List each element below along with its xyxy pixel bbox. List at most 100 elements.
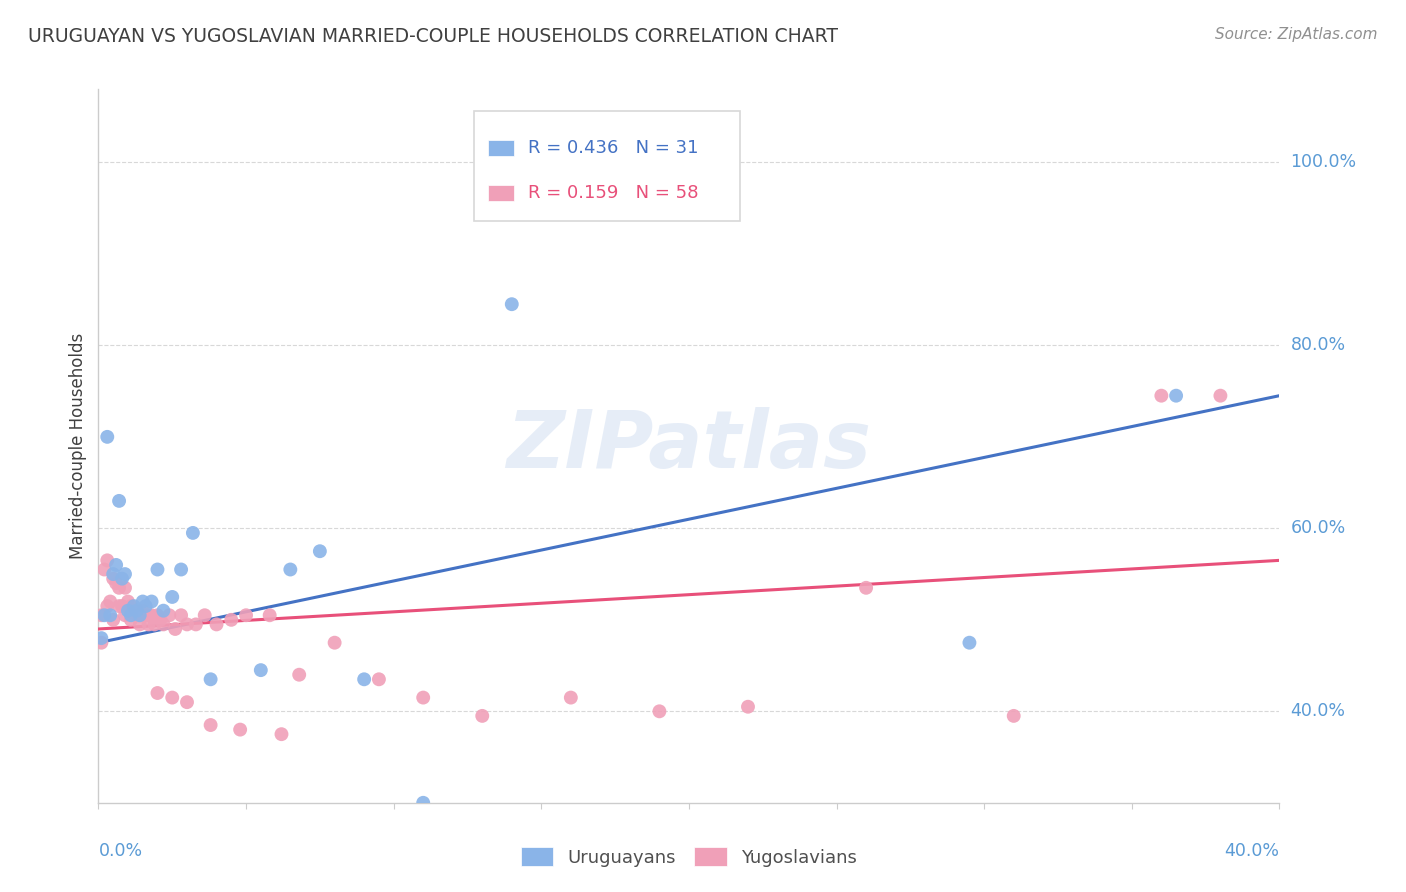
Point bbox=[122, 604, 145, 618]
Point bbox=[143, 617, 166, 632]
Point bbox=[105, 576, 128, 591]
Point bbox=[108, 599, 131, 613]
Point bbox=[146, 608, 169, 623]
Point bbox=[270, 727, 292, 741]
Point bbox=[135, 599, 157, 613]
Point bbox=[90, 631, 112, 645]
Point bbox=[138, 617, 160, 632]
Point bbox=[368, 673, 391, 687]
Point bbox=[98, 608, 121, 623]
Point bbox=[108, 494, 131, 508]
Text: R = 0.436   N = 31: R = 0.436 N = 31 bbox=[529, 139, 699, 157]
Point bbox=[122, 599, 145, 613]
Point bbox=[114, 581, 136, 595]
Point bbox=[125, 608, 148, 623]
Text: 60.0%: 60.0% bbox=[1291, 519, 1346, 537]
Point bbox=[412, 796, 434, 810]
Point bbox=[152, 604, 174, 618]
Point bbox=[278, 562, 302, 576]
Point bbox=[128, 608, 150, 623]
Point bbox=[170, 608, 193, 623]
Point bbox=[1209, 389, 1232, 403]
Legend: Uruguayans, Yugoslavians: Uruguayans, Yugoslavians bbox=[512, 838, 866, 876]
Text: 100.0%: 100.0% bbox=[1291, 153, 1357, 171]
Point bbox=[200, 673, 222, 687]
Text: 40.0%: 40.0% bbox=[1225, 842, 1279, 860]
Point bbox=[96, 430, 118, 444]
Point bbox=[117, 594, 139, 608]
Point bbox=[90, 636, 112, 650]
Point bbox=[138, 608, 160, 623]
Point bbox=[309, 544, 332, 558]
FancyBboxPatch shape bbox=[474, 111, 740, 221]
Point bbox=[1164, 389, 1187, 403]
Point bbox=[288, 667, 311, 681]
Point bbox=[184, 617, 207, 632]
Point bbox=[229, 723, 252, 737]
Point bbox=[120, 613, 142, 627]
Point bbox=[111, 599, 134, 613]
Point bbox=[90, 608, 112, 623]
Point bbox=[103, 613, 125, 627]
Text: 40.0%: 40.0% bbox=[1291, 702, 1346, 721]
Point bbox=[855, 581, 877, 595]
Point bbox=[194, 608, 217, 623]
Point bbox=[125, 604, 148, 618]
Point bbox=[648, 704, 671, 718]
Point bbox=[323, 636, 346, 650]
Point bbox=[141, 608, 163, 623]
Point bbox=[737, 699, 759, 714]
Point bbox=[200, 718, 222, 732]
Point bbox=[157, 608, 180, 623]
Point bbox=[93, 608, 115, 623]
Point bbox=[96, 599, 118, 613]
Text: 80.0%: 80.0% bbox=[1291, 336, 1346, 354]
Point bbox=[114, 567, 136, 582]
FancyBboxPatch shape bbox=[488, 185, 515, 201]
Point bbox=[132, 604, 155, 618]
Point bbox=[128, 617, 150, 632]
Point bbox=[152, 617, 174, 632]
Point bbox=[181, 525, 204, 540]
Point bbox=[114, 608, 136, 623]
Point bbox=[132, 594, 155, 608]
Point bbox=[1150, 389, 1173, 403]
Point bbox=[170, 562, 193, 576]
Point bbox=[96, 553, 118, 567]
Text: ZIPatlas: ZIPatlas bbox=[506, 407, 872, 485]
Point bbox=[146, 686, 169, 700]
Point bbox=[412, 690, 434, 705]
Point bbox=[162, 690, 183, 705]
Point bbox=[120, 599, 142, 613]
Point bbox=[149, 613, 172, 627]
Point bbox=[141, 594, 163, 608]
Point bbox=[98, 594, 121, 608]
Point bbox=[162, 590, 183, 604]
Text: R = 0.159   N = 58: R = 0.159 N = 58 bbox=[529, 184, 699, 202]
Point bbox=[103, 567, 125, 582]
Point bbox=[250, 663, 273, 677]
Point bbox=[1002, 709, 1025, 723]
Point bbox=[103, 572, 125, 586]
Point bbox=[93, 562, 115, 576]
Point bbox=[165, 622, 187, 636]
Point bbox=[219, 613, 242, 627]
Point bbox=[117, 604, 139, 618]
Point bbox=[205, 617, 228, 632]
Y-axis label: Married-couple Households: Married-couple Households bbox=[69, 333, 87, 559]
Point bbox=[146, 562, 169, 576]
Point bbox=[108, 581, 131, 595]
Point bbox=[560, 690, 582, 705]
FancyBboxPatch shape bbox=[488, 140, 515, 155]
Point bbox=[235, 608, 257, 623]
Point bbox=[176, 617, 198, 632]
Point bbox=[259, 608, 281, 623]
Point bbox=[111, 572, 134, 586]
Point bbox=[501, 297, 523, 311]
Point bbox=[353, 673, 375, 687]
Text: 0.0%: 0.0% bbox=[98, 842, 142, 860]
Point bbox=[135, 608, 157, 623]
Point bbox=[128, 608, 150, 623]
Point bbox=[120, 608, 142, 623]
Text: URUGUAYAN VS YUGOSLAVIAN MARRIED-COUPLE HOUSEHOLDS CORRELATION CHART: URUGUAYAN VS YUGOSLAVIAN MARRIED-COUPLE … bbox=[28, 27, 838, 45]
